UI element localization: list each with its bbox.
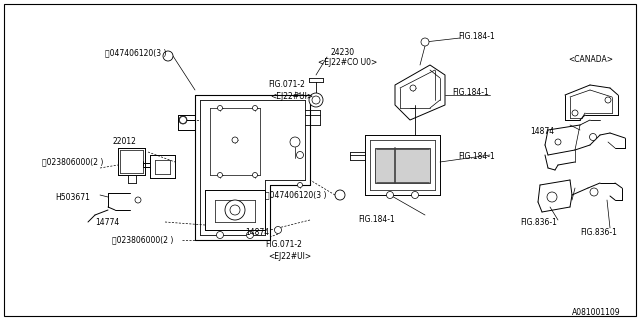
Text: <EJ22#UI>: <EJ22#UI>	[270, 92, 313, 101]
Circle shape	[555, 139, 561, 145]
Text: H503671: H503671	[55, 193, 90, 202]
Circle shape	[253, 172, 257, 178]
Circle shape	[230, 205, 240, 215]
Text: 22012: 22012	[112, 137, 136, 146]
Text: FIG.184-1: FIG.184-1	[458, 32, 495, 41]
Circle shape	[296, 151, 303, 158]
Text: 14874: 14874	[245, 228, 269, 237]
Text: FIG.836-1: FIG.836-1	[520, 218, 557, 227]
Circle shape	[335, 190, 345, 200]
Circle shape	[246, 231, 253, 238]
Circle shape	[387, 191, 394, 198]
Text: <EJ22#CO U0>: <EJ22#CO U0>	[318, 58, 377, 67]
Text: 14774: 14774	[95, 218, 119, 227]
Text: Ⓞ023806000(2 ): Ⓞ023806000(2 )	[112, 235, 173, 244]
Circle shape	[547, 192, 557, 202]
Text: <CANADA>: <CANADA>	[568, 55, 613, 64]
Text: A081001109: A081001109	[572, 308, 621, 317]
Circle shape	[163, 51, 173, 61]
Bar	[375, 148, 430, 183]
Text: 24230: 24230	[330, 48, 354, 57]
Circle shape	[253, 106, 257, 110]
Circle shape	[589, 133, 596, 140]
Circle shape	[135, 197, 141, 203]
Circle shape	[232, 137, 238, 143]
Circle shape	[590, 188, 598, 196]
Circle shape	[410, 85, 416, 91]
Circle shape	[312, 96, 320, 104]
Circle shape	[275, 227, 282, 234]
Circle shape	[225, 200, 245, 220]
Circle shape	[179, 116, 187, 124]
Circle shape	[412, 191, 419, 198]
Text: <EJ22#UI>: <EJ22#UI>	[268, 252, 311, 261]
Circle shape	[216, 231, 223, 238]
Circle shape	[218, 106, 223, 110]
Text: FIG.184-1: FIG.184-1	[358, 215, 395, 224]
Circle shape	[218, 172, 223, 178]
Circle shape	[290, 137, 300, 147]
Text: 14874: 14874	[530, 127, 554, 136]
Circle shape	[421, 38, 429, 46]
Text: FIG.184-1: FIG.184-1	[458, 152, 495, 161]
Text: FIG.071-2: FIG.071-2	[265, 240, 302, 249]
Text: Ⓢ047406120(3 ): Ⓢ047406120(3 )	[265, 190, 326, 199]
Circle shape	[309, 93, 323, 107]
Text: FIG.184-1: FIG.184-1	[452, 88, 489, 97]
Text: FIG.836-1: FIG.836-1	[580, 228, 617, 237]
Circle shape	[605, 97, 611, 103]
Text: Ⓢ047406120(3 ): Ⓢ047406120(3 )	[105, 48, 166, 57]
Text: FIG.071-2: FIG.071-2	[268, 80, 305, 89]
Circle shape	[298, 182, 303, 188]
Circle shape	[179, 116, 186, 124]
Circle shape	[572, 110, 578, 116]
Text: Ⓞ023806000(2 ): Ⓞ023806000(2 )	[42, 157, 104, 166]
